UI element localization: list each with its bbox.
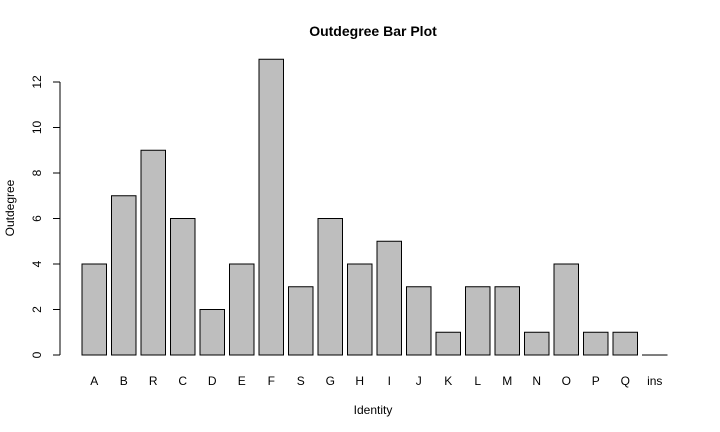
x-tick-label: Q	[621, 374, 630, 388]
bars-group	[81, 58, 668, 356]
x-tick-label: E	[238, 374, 246, 388]
bar-q	[612, 331, 638, 356]
bar-l	[465, 286, 491, 356]
y-tick-label: 8	[30, 169, 44, 176]
bar-a	[81, 263, 107, 356]
y-tick-label: 10	[30, 121, 44, 135]
x-tick-label: J	[416, 374, 422, 388]
x-tick-label: G	[326, 374, 335, 388]
bar-s	[288, 286, 314, 356]
chart-title: Outdegree Bar Plot	[309, 23, 437, 39]
x-tick-label: H	[355, 374, 364, 388]
y-tick-label: 0	[30, 351, 44, 358]
y-axis-label: Outdegree	[3, 179, 17, 236]
x-tick-label: S	[297, 374, 305, 388]
bar-p	[583, 331, 609, 356]
x-tick-label: O	[562, 374, 571, 388]
bar-r	[140, 149, 166, 356]
bar-k	[435, 331, 461, 356]
x-tick-label: K	[444, 374, 452, 388]
x-tick-label: F	[268, 374, 275, 388]
y-tick-label: 2	[30, 306, 44, 313]
x-tick-label: B	[120, 374, 128, 388]
x-tick-label: L	[474, 374, 481, 388]
bar-m	[494, 286, 520, 356]
x-axis-label: Identity	[354, 403, 393, 417]
bar-g	[317, 218, 343, 356]
bar-n	[524, 331, 550, 356]
bar-e	[229, 263, 255, 356]
x-tick-label: ins	[647, 374, 662, 388]
x-tick-label: A	[90, 374, 98, 388]
x-tick-label: R	[149, 374, 158, 388]
bar-o	[553, 263, 579, 356]
bar-d	[199, 309, 225, 356]
x-tick-label: M	[502, 374, 512, 388]
bar-h	[347, 263, 373, 356]
x-tick-label: C	[178, 374, 187, 388]
bar-c	[170, 218, 196, 356]
bar-j	[406, 286, 432, 356]
x-tick-label: N	[532, 374, 541, 388]
y-tick-label: 4	[30, 260, 44, 267]
bar-f	[258, 58, 284, 356]
x-tick-label: D	[208, 374, 217, 388]
y-axis: 0 2 4 6 8 10 12	[30, 75, 61, 358]
bar-i	[376, 240, 402, 356]
y-tick-label: 12	[30, 75, 44, 89]
bar-b	[111, 195, 137, 356]
x-tick-label: P	[592, 374, 600, 388]
y-tick-label: 6	[30, 215, 44, 222]
x-tick-label: I	[388, 374, 391, 388]
